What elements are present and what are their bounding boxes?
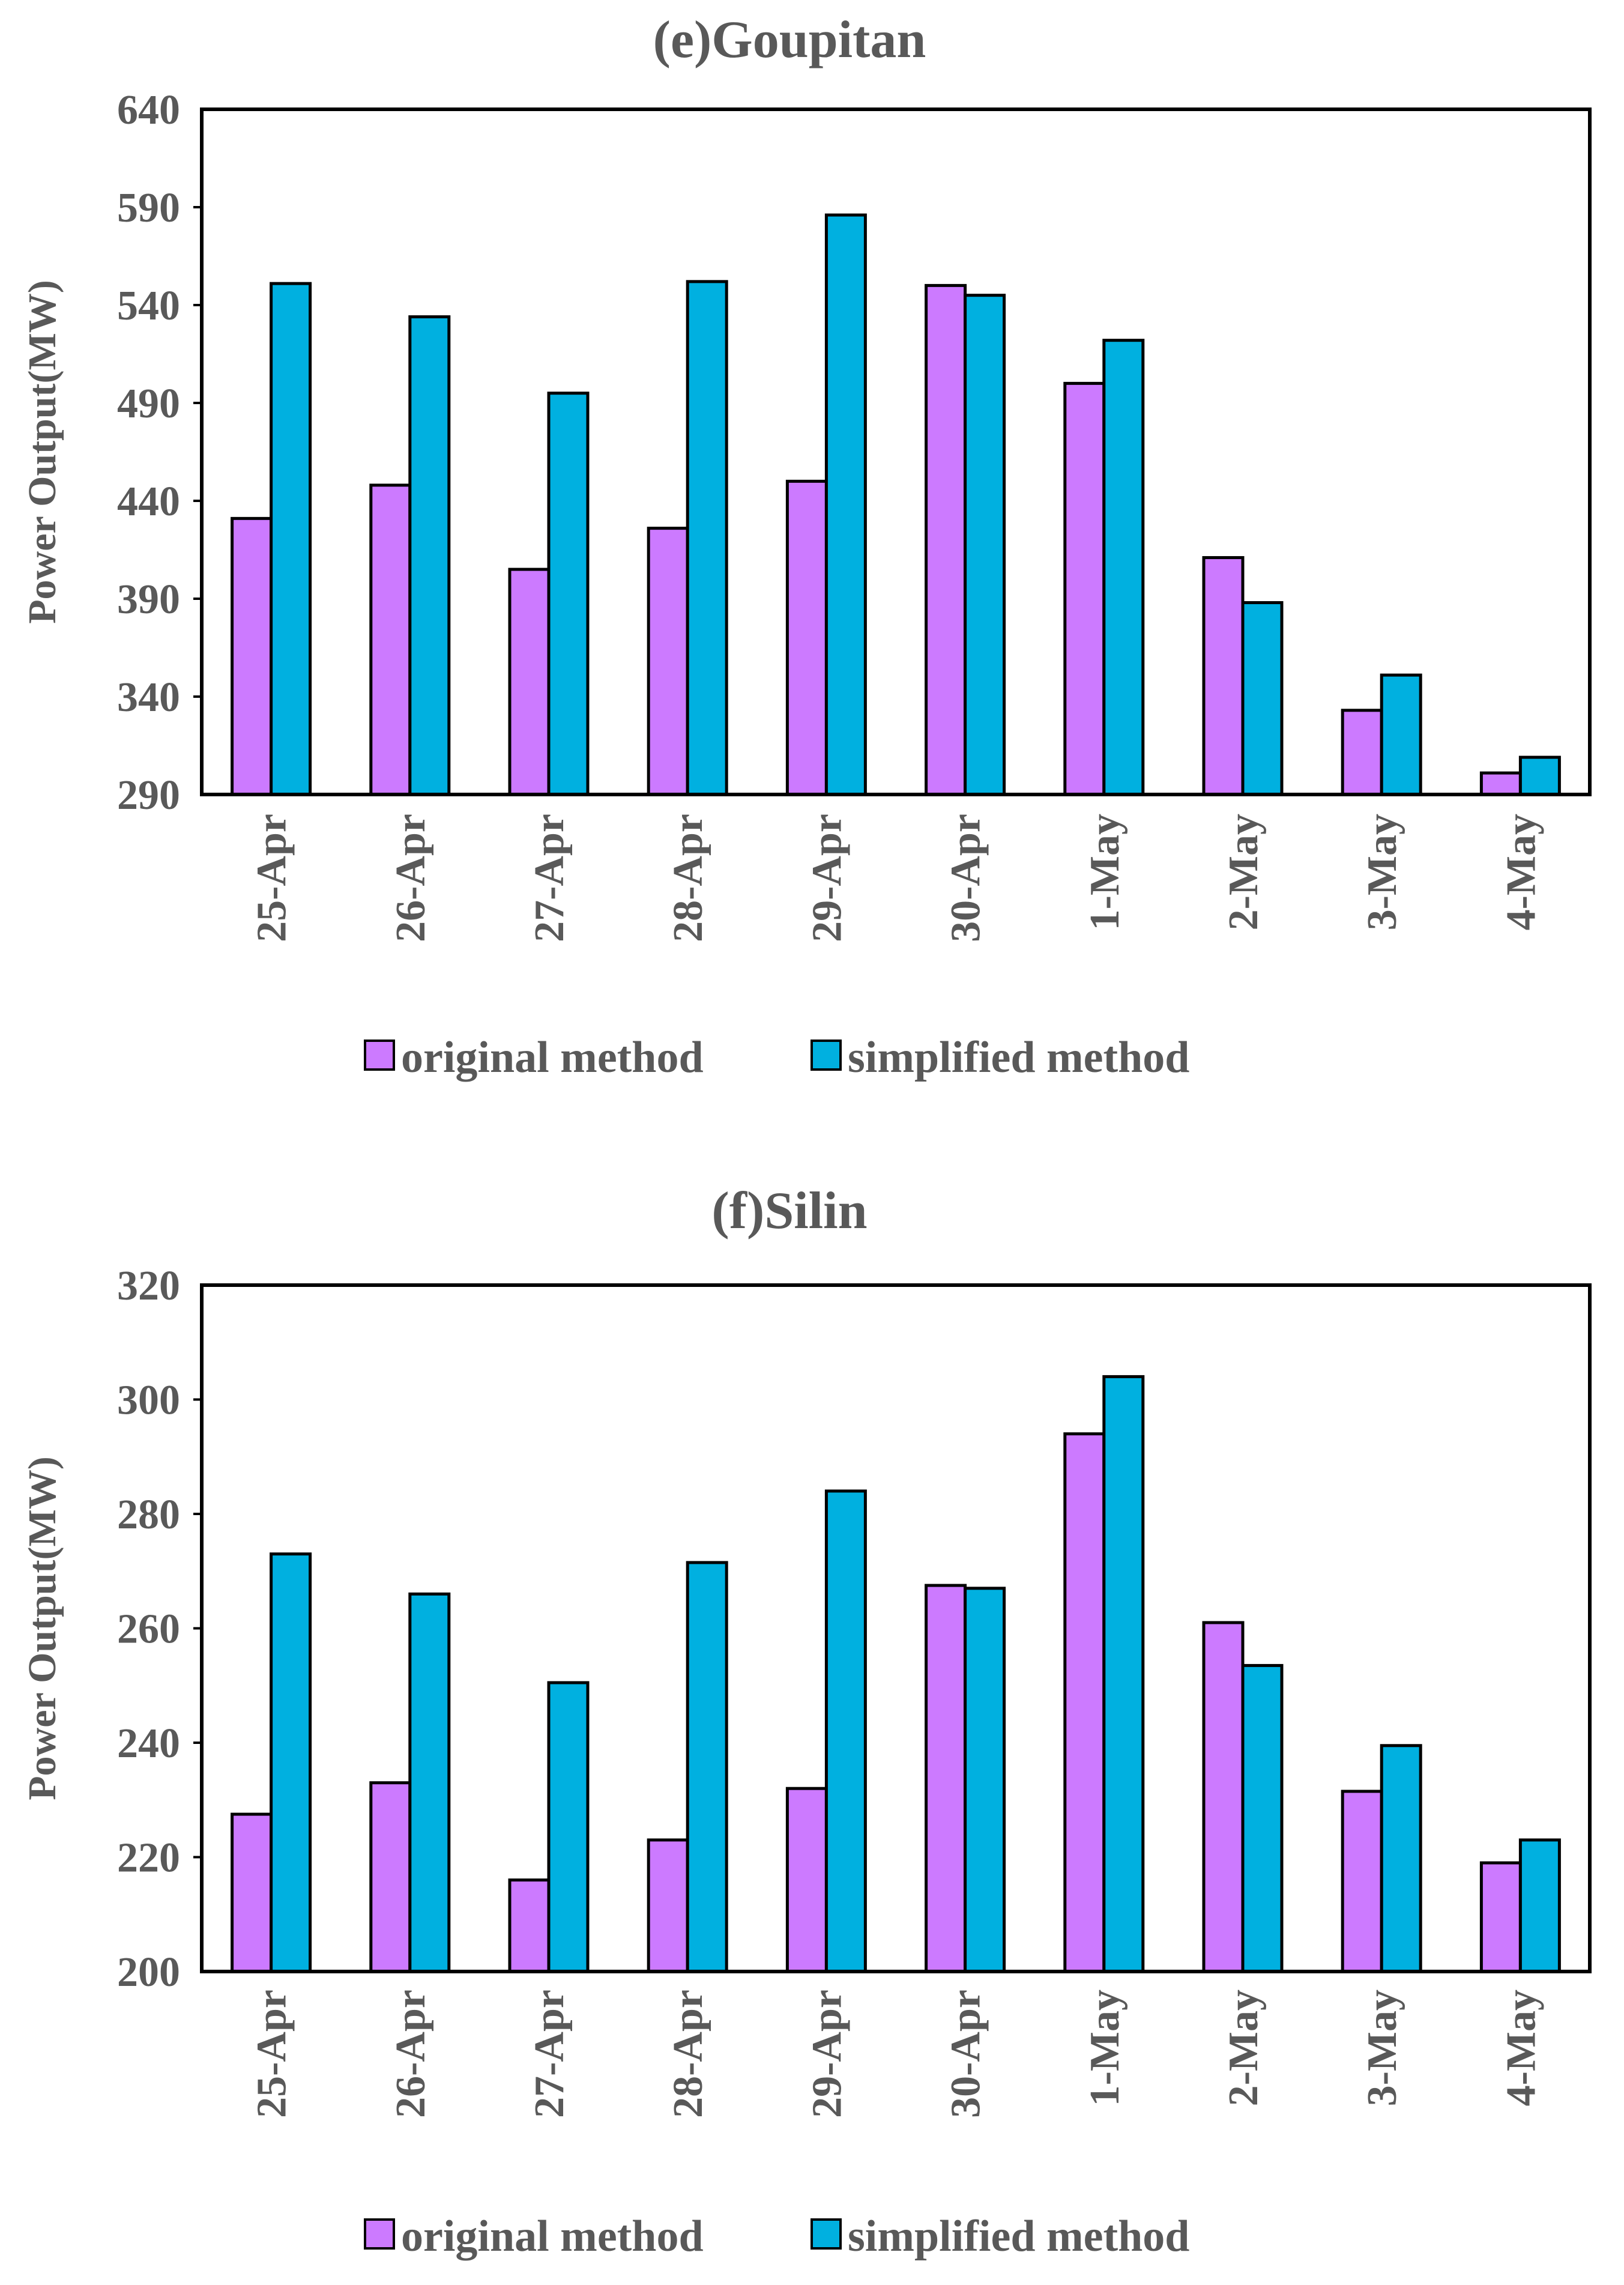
x-tick-label: 4-May [1498,1990,1544,2106]
bar-simplified-method [964,294,1006,796]
bar-original-method [231,1812,273,1973]
x-tick-label: 28-Apr [665,814,711,942]
bar-simplified-method [1102,1375,1145,1973]
legend-swatch-original [364,1040,395,1071]
bar-simplified-method [1241,601,1284,796]
y-tick-label: 340 [117,674,180,721]
y-tick-label: 440 [117,479,180,525]
x-tick-label: 3-May [1359,1990,1405,2106]
bar-original-method [508,567,551,796]
x-tick-label: 30-Apr [943,814,989,942]
x-tick-label: 25-Apr [249,1990,295,2118]
bar-simplified-method [1380,673,1422,796]
legend: original method simplified method [364,2212,1189,2261]
x-tick-label: 2-May [1221,1990,1267,2106]
x-tick-label: 26-Apr [388,1990,434,2118]
bar-original-method [647,527,689,796]
legend-label-original: original method [401,2212,704,2261]
bar-simplified-method [270,1552,312,1973]
bar-original-method [1341,1790,1383,1973]
bar-original-method [1202,556,1245,796]
bar-original-method [925,283,967,796]
y-tick-label: 280 [117,1492,180,1538]
y-tick-label: 300 [117,1378,180,1424]
x-tick-label: 1-May [1082,1990,1128,2106]
bar-original-method [369,483,412,796]
x-tick-label: 29-Apr [804,814,850,942]
bar-original-method [1063,381,1106,796]
bar-original-method [647,1838,689,1973]
bar-simplified-method [964,1587,1006,1973]
y-tick-label: 240 [117,1721,180,1767]
bar-simplified-method [686,280,728,796]
y-tick-label: 490 [117,381,180,427]
legend-swatch-simplified [810,1040,842,1071]
x-tick-label: 25-Apr [249,814,295,942]
chart-silin: (f)Silin Power Output(MW) 320 300 280 260 240 2… [20,1182,1592,2261]
bar-original-method [1202,1621,1245,1973]
bar-simplified-method [1518,1838,1561,1973]
bar-original-method [785,479,828,796]
y-tick-label: 260 [117,1606,180,1653]
bar-simplified-method [547,1681,590,1973]
y-tick-label: 590 [117,185,180,231]
bar-original-method [1063,1432,1106,1973]
bar-simplified-method [1241,1663,1284,1973]
legend: original method simplified method [364,1033,1189,1082]
x-tick-label: 30-Apr [943,1990,989,2118]
legend-swatch-original [364,2218,395,2250]
y-tick-label: 220 [117,1835,180,1881]
x-tick-label: 29-Apr [804,1990,850,2118]
y-tick-label: 290 [117,772,180,819]
x-tick-label: 1-May [1082,814,1128,930]
bar-simplified-method [824,213,867,796]
x-tick-label: 27-Apr [527,1990,573,2118]
x-tick-label: 3-May [1359,814,1405,930]
bar-simplified-method [1380,1744,1422,1973]
plot-area-frame [200,1283,1592,1973]
y-tick-label: 320 [117,1263,180,1309]
x-tick-label: 27-Apr [527,814,573,942]
legend-swatch-simplified [810,2218,842,2250]
bar-original-method [1479,771,1522,796]
chart-title: (f)Silin [711,1182,867,1240]
chart-goupitan: (e)Goupitan Power Output(MW) 640 590 540 490 4… [20,11,1592,1082]
bar-simplified-method [1102,339,1145,796]
x-tick-label: 28-Apr [665,1990,711,2118]
bar-simplified-method [1518,755,1561,796]
bar-original-method [925,1584,967,1973]
y-axis-label: Power Output(MW) [20,1456,64,1800]
bar-simplified-method [408,315,451,796]
y-tick-label: 390 [117,577,180,623]
y-tick-label: 540 [117,283,180,329]
bar-simplified-method [408,1592,451,1973]
bar-simplified-method [270,282,312,796]
chart-title: (e)Goupitan [653,11,926,69]
legend-label-simplified: simplified method [848,2212,1189,2261]
legend-label-simplified: simplified method [848,1033,1189,1082]
x-tick-label: 4-May [1498,814,1544,930]
bar-simplified-method [824,1489,867,1973]
plot-area-frame [200,107,1592,796]
bar-simplified-method [547,392,590,796]
bar-original-method [508,1878,551,1973]
x-tick-label: 2-May [1221,814,1267,930]
y-axis-label: Power Output(MW) [20,280,64,624]
bar-original-method [369,1781,412,1973]
bar-original-method [785,1787,828,1973]
bar-simplified-method [686,1561,728,1973]
y-tick-label: 640 [117,87,180,133]
bar-original-method [1479,1861,1522,1973]
y-tick-label: 200 [117,1949,180,1996]
bar-original-method [231,516,273,796]
x-tick-label: 26-Apr [388,814,434,942]
bar-original-method [1341,709,1383,796]
legend-label-original: original method [401,1033,704,1082]
